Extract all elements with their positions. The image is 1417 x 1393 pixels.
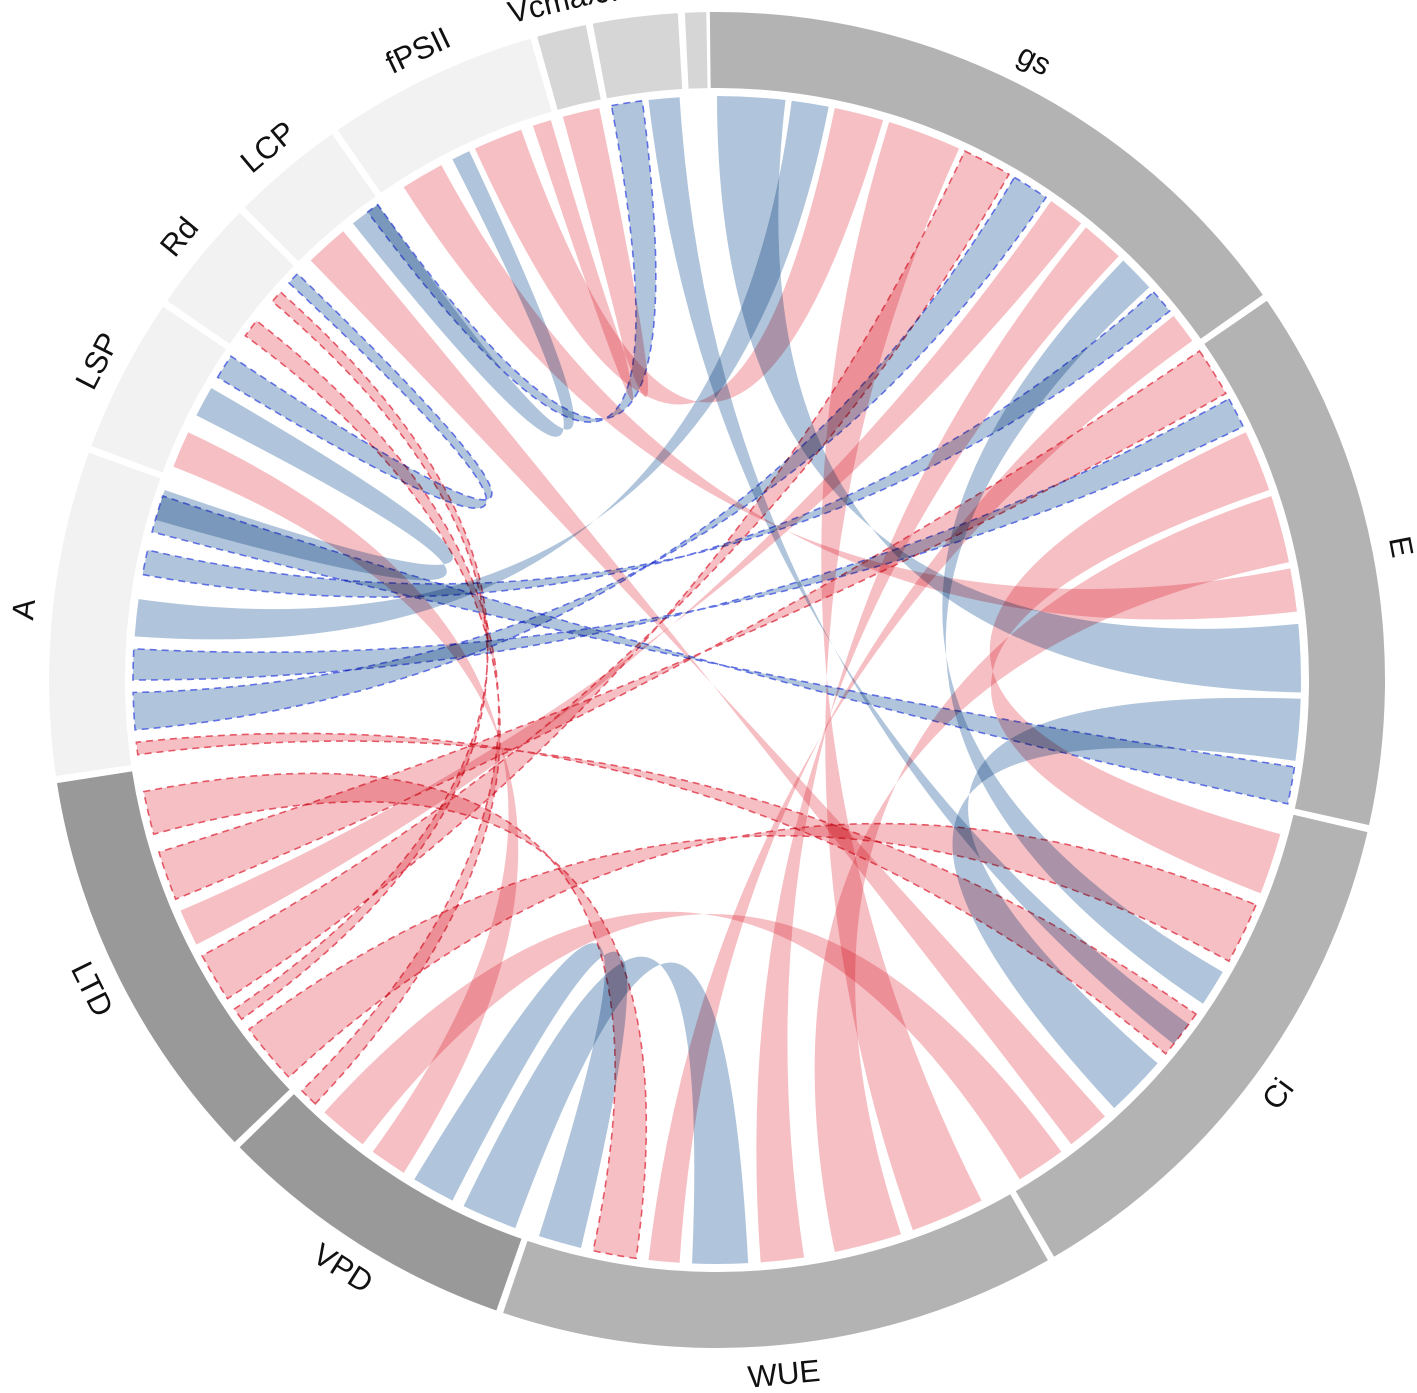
sector-label-RD: RD	[672, 0, 718, 2]
chord-gs-Ci-8	[942, 260, 1223, 1004]
chord-LCP-fPSII-30	[352, 151, 574, 437]
chord-LTD-Rd-27	[233, 290, 489, 1021]
sector-gs	[709, 12, 1263, 339]
chord-LSP-Rd-29	[216, 272, 493, 509]
chord-VPD-Rd-26	[244, 319, 501, 1105]
chord-gs-A-9	[141, 290, 1171, 598]
chord-Ci-LTD-18	[247, 822, 1257, 1079]
sector-Ci	[1015, 814, 1368, 1257]
chord-Jmax-LCP-32	[366, 99, 657, 423]
sector-label-Jmax: Jmax	[593, 0, 671, 10]
chord-WUE-VPD-24	[414, 943, 628, 1248]
chord-gs-LTD-4	[201, 150, 1011, 1000]
chord-A-LSP-28	[155, 388, 454, 581]
sector-A	[49, 452, 161, 777]
chord-E-WUE-14	[814, 495, 1289, 1253]
chord-VPD-LSP-25	[173, 432, 519, 1173]
chord-E-fPSII-15	[403, 165, 1297, 620]
sector-Jmax	[592, 13, 683, 99]
chord-gs-fPSII-2	[474, 108, 884, 405]
sector-VPD	[239, 1094, 522, 1311]
sector-Rd	[167, 212, 294, 344]
sectors-layer	[49, 12, 1386, 1349]
sector-Vcmax	[537, 25, 601, 110]
chord-E-Ci-13	[989, 432, 1281, 894]
sector-RD	[684, 12, 708, 89]
sector-fPSII	[337, 38, 552, 193]
sector-LCP	[244, 134, 376, 262]
sector-E	[1204, 300, 1386, 826]
chords-layer	[132, 96, 1302, 1265]
chord-Ci-A-19	[135, 732, 1198, 1055]
chord-gs-LTD-6	[180, 201, 1082, 945]
chord-Ci-LCP-20	[310, 231, 1105, 1145]
sector-label-A: A	[5, 597, 42, 621]
chord-fPSII-Vcmax-31	[532, 108, 649, 401]
chord-gs-A-5	[132, 176, 1048, 731]
chord-gs-E-0	[717, 96, 1302, 693]
sector-WUE	[503, 1194, 1048, 1349]
chord-E-Ci-16	[952, 697, 1301, 1109]
sector-LTD	[57, 771, 290, 1143]
sector-LSP	[91, 306, 227, 473]
sector-label-WUE: WUE	[746, 1353, 821, 1393]
chord-Ci-VPD-21	[324, 911, 1062, 1180]
chord-E-A-12	[132, 397, 1245, 681]
